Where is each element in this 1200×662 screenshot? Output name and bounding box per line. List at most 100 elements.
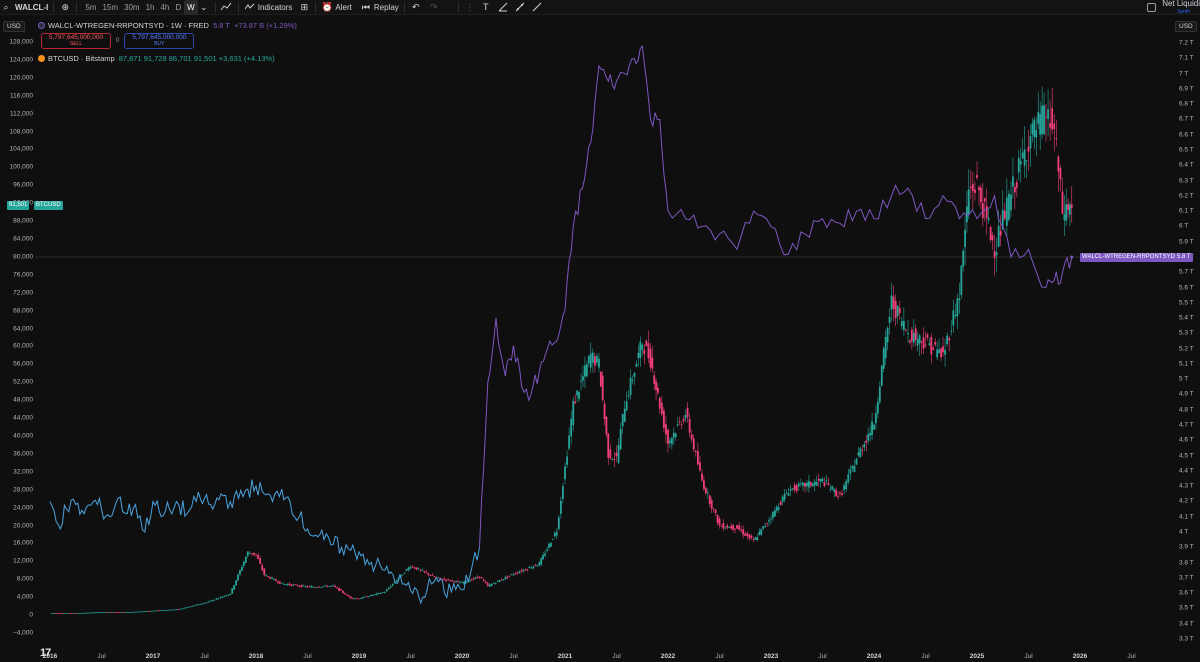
btc-candle-body [773,510,776,517]
left-axis-tick: 12,000 [13,557,33,565]
btc-candle-body [271,577,273,579]
btc-candle-body [128,612,131,614]
interval-4h[interactable]: 4h [160,2,170,12]
btc-candle-body [609,449,612,459]
btc-candle-body [242,561,245,566]
btc-candle-body [756,537,759,541]
left-axis-tick: 24,000 [13,504,33,512]
undo-icon[interactable]: ↶ [412,1,420,12]
btc-candle-body [900,321,903,327]
legend-row-btc[interactable]: BTCUSD · Bitstamp 87,871 91,728 86,701 9… [38,52,297,64]
line-tool-icon[interactable] [531,1,543,13]
btc-candle-body [171,609,174,611]
right-axis-tick: 6.6 T [1179,131,1194,139]
indicators-button[interactable]: Indicators [244,0,292,15]
btc-candle-body [777,507,780,510]
btc-candle-body [290,584,293,586]
btc-candle-body [621,413,624,427]
btc-candle-body [385,589,388,592]
chart-type-icon[interactable] [221,1,233,13]
btc-candle-body [647,343,650,359]
interval-w[interactable]: W [184,0,198,15]
search-icon[interactable]: ⌕ [3,1,9,12]
replay-button[interactable]: ⏮ Replay [360,0,399,15]
alert-button[interactable]: ⏰ Alert [321,0,352,15]
time-axis-tick: 2024 [866,653,882,660]
chevron-down-icon[interactable]: ⌄ [199,1,208,12]
legend-row-liquidity[interactable]: WALCL-WTREGEN-RRPONTSYD · 1W · FRED 5.8 … [38,19,297,31]
btc-candle-body [1051,108,1054,130]
btc-candle-body [593,356,596,366]
btc-candle-body [229,593,232,595]
btc-candle-body [138,611,141,613]
time-axis-tick: 2025 [969,653,985,660]
btc-candle-body [534,564,537,566]
btc-candle-body [974,189,976,193]
interval-5m[interactable]: 5m [85,2,97,12]
btc-candle-body [263,568,266,576]
btc-candle-body [682,419,685,422]
trend-line-icon[interactable] [497,1,509,13]
drag-handle-icon[interactable]: ⋮ [465,1,475,12]
btc-candle-body [930,337,933,355]
btc-candle-body [246,551,249,557]
btc-candle-body [981,202,984,218]
chart-canvas[interactable] [0,15,1200,662]
btc-candle-body [936,349,939,358]
left-axis-tick: 108,000 [9,128,34,136]
interval-15m[interactable]: 15m [102,2,119,12]
interval-30m[interactable]: 30m [124,2,140,12]
right-axis-tick: 3.5 T [1179,604,1194,612]
right-unit-label[interactable]: USD [1175,21,1197,32]
btc-candle-body [470,579,473,581]
btc-candle-body [193,605,196,607]
btc-candle-body [167,609,170,611]
tradingview-logo[interactable]: 17 [40,647,51,659]
sell-label: SELL [69,41,83,47]
btc-candle-body [589,353,592,368]
chart-area[interactable]: 128,000 124,000 120,000 116,000 112,000 108,0… [0,15,1200,662]
time-axis-tick: 2016 [42,653,58,660]
btc-candle-body [72,613,75,614]
btc-candle-body [84,612,87,614]
btc-candle-body [439,577,442,579]
ray-tool-icon[interactable] [514,1,526,13]
layouts-icon[interactable]: ⊞ [300,1,309,12]
btc-candle-body [920,341,923,343]
redo-icon[interactable]: ↷ [430,1,438,12]
time-axis-tick: Jul [1024,653,1033,660]
btc-candle-body [688,418,691,433]
liquidity-legend-change: +73.87 B (+1.29%) [233,20,297,30]
sell-button[interactable]: 5,797,645,000,000 SELL [41,33,111,49]
btc-candle-body [163,610,166,611]
btc-candle-body [110,612,113,613]
text-tool-icon[interactable]: T [483,2,489,12]
btc-candle-body [88,612,91,614]
btc-candle-body [504,576,507,580]
btc-candle-body [829,489,832,490]
btc-candle-body [500,579,503,581]
btc-candle-body [468,580,471,582]
left-axis-tick: 52,000 [13,378,33,386]
left-unit-label[interactable]: USD [3,21,25,32]
btc-candle-body [1013,187,1016,193]
btc-candle-body [1035,130,1038,138]
symbol-search[interactable]: WALCL-I [15,2,49,12]
btc-candle-body [985,205,988,219]
btc-candle-body [867,434,870,441]
time-axis-tick: Jul [509,653,518,660]
btc-candle-body [766,523,769,525]
btc-candle-body [651,357,654,369]
net-liquidity-toggle[interactable]: Net Liquidi Synth [1147,0,1200,15]
add-symbol-icon[interactable]: ⊕ [61,1,70,12]
buy-button[interactable]: 5,797,645,000,000 BUY [124,33,195,49]
interval-d[interactable]: D [175,2,182,12]
btc-candle-body [124,612,127,614]
net-liquidity-checkbox[interactable] [1147,3,1157,12]
btc-candle-body [548,543,550,548]
interval-1h[interactable]: 1h [145,2,155,12]
btc-candle-body [82,612,85,614]
btc-candle-body [118,612,121,614]
btc-candle-body [445,579,448,581]
btc-candle-body [187,606,190,608]
